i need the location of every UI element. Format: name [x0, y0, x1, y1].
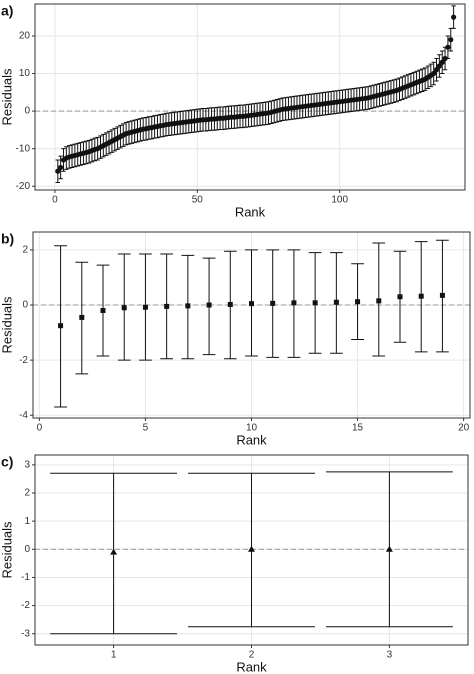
- x-axis-label: Rank: [235, 204, 266, 219]
- point: [142, 304, 148, 310]
- point: [333, 299, 339, 305]
- point: [58, 323, 64, 329]
- panel-label: a): [1, 3, 13, 19]
- point: [55, 168, 61, 174]
- point: [248, 545, 255, 552]
- point: [431, 70, 437, 77]
- panel-label: c): [1, 454, 13, 470]
- y-tick-label: 1: [24, 516, 30, 527]
- point: [164, 303, 170, 309]
- point: [291, 300, 297, 306]
- point: [270, 300, 276, 306]
- point: [385, 545, 393, 552]
- point: [100, 308, 106, 314]
- y-tick-label: -2: [19, 355, 28, 366]
- y-tick-label: 0: [24, 544, 30, 555]
- point: [206, 302, 212, 308]
- point: [121, 305, 127, 311]
- x-tick-label: 100: [331, 195, 348, 206]
- y-tick-label: -10: [16, 143, 31, 154]
- point: [376, 298, 382, 304]
- x-tick-label: 15: [352, 423, 364, 434]
- point: [355, 299, 361, 305]
- point: [397, 294, 403, 300]
- point: [439, 292, 445, 298]
- y-tick-label: -3: [21, 628, 30, 639]
- point: [312, 300, 318, 306]
- y-tick-label: -4: [19, 410, 28, 421]
- y-axis-label: Residuals: [0, 521, 14, 579]
- point: [249, 301, 254, 307]
- point: [79, 314, 85, 320]
- y-tick-label: 0: [24, 106, 30, 117]
- point: [433, 67, 440, 73]
- point: [418, 293, 424, 299]
- x-tick-label: 0: [37, 423, 43, 434]
- x-tick-label: 10: [246, 423, 258, 434]
- point: [439, 59, 445, 65]
- y-tick-label: 2: [22, 245, 28, 256]
- point: [110, 548, 118, 555]
- x-tick-label: 3: [387, 650, 393, 661]
- x-tick-label: 2: [249, 650, 255, 661]
- point: [436, 63, 442, 69]
- plot-background: [35, 4, 465, 190]
- panel-label: b): [1, 231, 14, 247]
- y-tick-label: 20: [19, 31, 31, 42]
- y-tick-label: 0: [22, 300, 28, 311]
- point: [442, 55, 448, 62]
- point: [448, 37, 454, 43]
- point: [445, 44, 451, 50]
- y-tick-label: -2: [21, 600, 30, 611]
- y-tick-label: 10: [19, 68, 31, 79]
- plot-border: [32, 231, 471, 419]
- x-tick-label: 50: [192, 195, 204, 206]
- point: [451, 14, 457, 20]
- y-tick-label: -1: [21, 572, 30, 583]
- y-axis-label: Residuals: [0, 68, 14, 126]
- point: [185, 303, 191, 309]
- y-axis-label: Residuals: [0, 296, 14, 354]
- point: [227, 301, 233, 307]
- y-tick-label: 2: [24, 488, 30, 499]
- x-tick-label: 20: [458, 423, 470, 434]
- x-tick-label: 0: [52, 195, 58, 206]
- plot-border: [34, 454, 469, 646]
- plot-border: [34, 3, 466, 191]
- x-axis-label: Rank: [236, 432, 267, 447]
- x-tick-label: 1: [111, 650, 117, 661]
- point: [58, 164, 64, 171]
- y-tick-label: 3: [24, 459, 30, 470]
- x-tick-label: 5: [143, 423, 149, 434]
- x-axis-label: Rank: [236, 659, 267, 674]
- y-tick-label: -20: [16, 181, 31, 192]
